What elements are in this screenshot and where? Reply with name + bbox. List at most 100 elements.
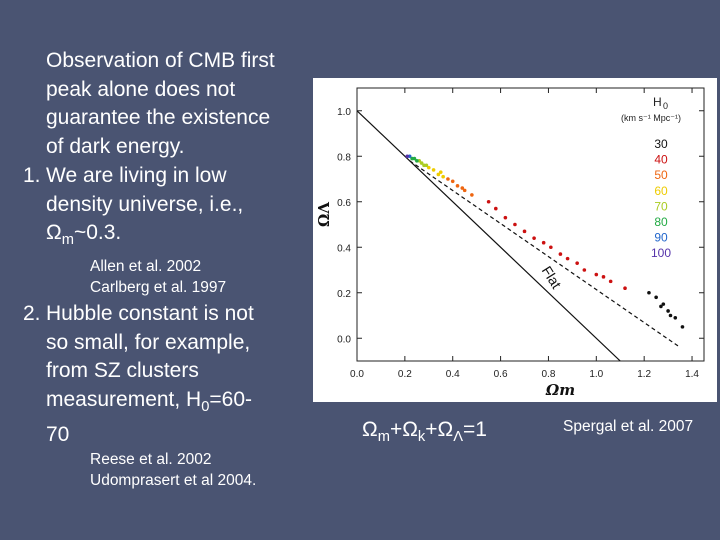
data-point <box>503 215 508 220</box>
plus-sign: + <box>389 418 403 441</box>
x-tick-label: 0.2 <box>398 369 412 380</box>
data-point <box>522 229 527 234</box>
omega-m-expression: Ωm~0.3. <box>23 219 323 255</box>
legend-entry: 50 <box>654 168 668 182</box>
data-point <box>438 170 443 174</box>
data-point <box>426 165 431 170</box>
text-line: peak alone does not <box>46 77 236 101</box>
y-tick-label: 0.4 <box>337 243 351 254</box>
text-line: Observation of CMB first <box>46 49 275 72</box>
data-point <box>668 313 673 318</box>
text-line: Hubble constant is not <box>46 302 254 325</box>
data-point <box>582 268 587 272</box>
reference: Allen et al. 2002 <box>90 258 202 275</box>
legend-entry: 100 <box>651 246 671 260</box>
data-point <box>462 188 467 193</box>
equals-one: =1 <box>463 418 487 441</box>
x-tick-label: 1.2 <box>637 369 651 380</box>
subscript-k: k <box>417 429 426 446</box>
data-point <box>446 177 450 181</box>
text-line: from SZ clusters <box>46 359 199 382</box>
omega-symbol: Ω <box>362 418 378 441</box>
omega-symbol: Ω <box>46 221 62 244</box>
data-point <box>431 168 436 172</box>
data-point <box>470 193 474 197</box>
legend-entry: 80 <box>654 215 668 229</box>
x-tick-label: 0.8 <box>541 369 555 380</box>
legend-entry: 30 <box>654 137 668 151</box>
data-point <box>410 156 414 161</box>
subscript-0: 0 <box>201 398 210 415</box>
omega-scatter-chart: 0.0 0.2 0.4 0.6 0.8 1.0 1.2 1.4 0.0 0.2 0.4 0.6 0.8 1… <box>315 87 705 399</box>
data-point <box>460 186 465 190</box>
text-fragment: measurement, H <box>46 387 202 411</box>
data-point <box>549 245 553 250</box>
data-point <box>450 179 455 184</box>
chart-panel: 0.0 0.2 0.4 0.6 0.8 1.0 1.2 1.4 0.0 0.2 0.4 0.6 0.8 1… <box>313 78 717 402</box>
x-tick-label: 1.4 <box>685 369 699 380</box>
data-point <box>565 256 570 261</box>
data-point <box>424 163 429 168</box>
data-point <box>513 222 517 227</box>
text-line: so small, for example, <box>46 330 251 354</box>
text-line: We are living in low <box>46 164 227 187</box>
legend-title: H <box>653 95 662 109</box>
subscript-m: m <box>61 232 74 249</box>
text-line: 70 <box>46 423 70 447</box>
y-axis-label: ΩΛ <box>315 202 333 227</box>
reference: Udomprasert et al 2004. <box>90 472 257 489</box>
data-point <box>673 315 678 320</box>
legend-entry: 90 <box>654 231 668 245</box>
data-point <box>594 272 599 277</box>
plus-sign: + <box>425 418 438 441</box>
y-tick-label: 0.2 <box>337 289 351 300</box>
data-point <box>532 236 536 240</box>
credit-label: Spergal et al. 2007 <box>563 418 694 435</box>
x-tick-label: 0.4 <box>446 369 460 380</box>
data-point <box>541 240 546 245</box>
x-tick-label: 0.0 <box>350 369 364 380</box>
dashed-fit-line <box>409 160 681 348</box>
y-tick-label: 0.0 <box>337 334 351 345</box>
h0-value: =60- <box>209 387 253 411</box>
list-number: 1. <box>23 164 41 187</box>
data-point <box>494 206 498 211</box>
data-point <box>659 304 663 309</box>
x-tick-label: 0.6 <box>494 369 508 380</box>
legend-entry: 60 <box>654 184 668 198</box>
data-point <box>666 309 670 313</box>
data-point <box>441 174 445 179</box>
flatness-formula: Ωm+Ωk+ΩΛ=1 <box>362 418 487 445</box>
data-point <box>558 252 563 256</box>
x-tick-label: 1.0 <box>589 369 603 380</box>
references-1: Allen et al. 2002 Carlberg et al. 1997 <box>90 256 320 298</box>
y-tick-label: 0.6 <box>337 198 351 209</box>
data-point <box>415 159 419 163</box>
data-point <box>575 261 579 265</box>
reference: Carlberg et al. 1997 <box>90 279 227 296</box>
legend-units: (km s⁻¹ Mpc⁻¹) <box>621 113 681 123</box>
plot-frame <box>356 87 705 362</box>
list-item-1: 1. We are living in low density universe,… <box>23 162 323 255</box>
h0-expression: measurement, H0=60- <box>23 386 313 422</box>
data-point <box>419 161 424 165</box>
data-point <box>405 154 410 159</box>
data-point <box>608 279 613 284</box>
y-tick-label: 0.8 <box>337 152 351 163</box>
data-point <box>680 325 685 329</box>
text-line: guarantee the existence <box>46 106 271 129</box>
reference: Reese et al. 2002 <box>90 451 212 468</box>
legend-title-subscript: 0 <box>663 101 668 111</box>
data-point <box>455 184 460 188</box>
data-point <box>601 275 606 279</box>
flat-universe-line <box>357 110 621 361</box>
data-point <box>486 199 491 204</box>
data-point <box>647 290 651 295</box>
text-line: density universe, i.e., <box>46 192 244 216</box>
references-2: Reese et al. 2002 Udomprasert et al 2004… <box>90 449 320 491</box>
omega-symbol: Ω <box>437 418 454 441</box>
intro-text: Observation of CMB first peak alone does… <box>23 47 346 161</box>
subscript-lambda: Λ <box>453 429 464 446</box>
text-line: of dark energy. <box>46 134 185 158</box>
omega-symbol: Ω <box>402 418 418 441</box>
